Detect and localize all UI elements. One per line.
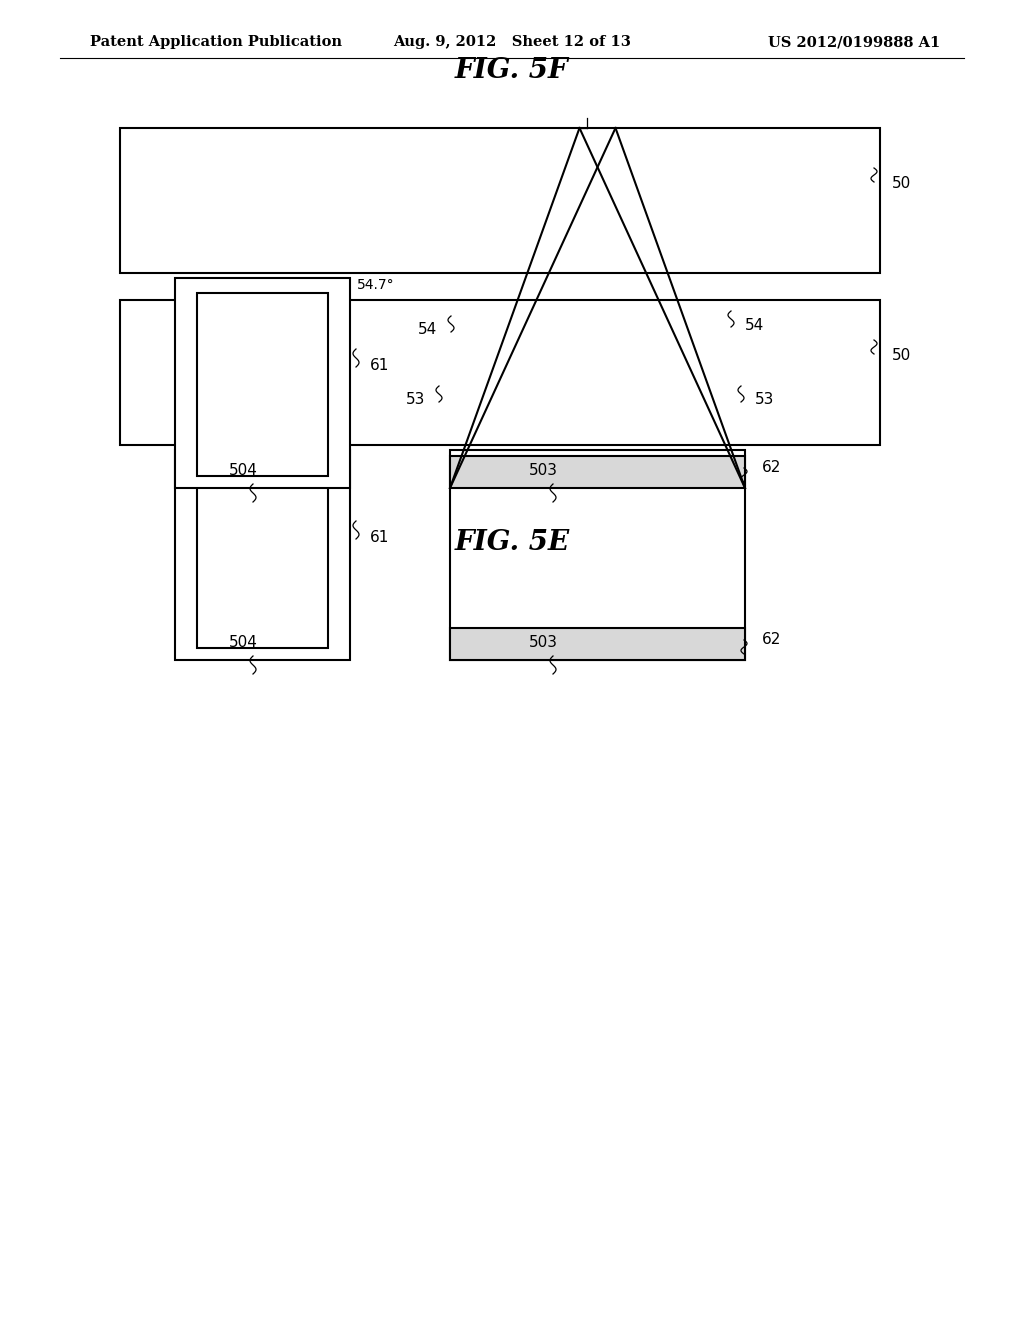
Text: 53: 53 [755,392,774,408]
Text: 50: 50 [892,347,911,363]
Bar [197,465,328,648]
Text: 54: 54 [745,318,764,333]
Bar [175,279,350,488]
Text: FIG. 5E: FIG. 5E [455,529,569,557]
Text: FIG. 5F: FIG. 5F [455,58,569,84]
Bar [197,293,328,477]
Text: 53: 53 [406,392,425,408]
Text: 504: 504 [228,463,257,478]
Text: Patent Application Publication: Patent Application Publication [90,36,342,49]
Bar [450,450,745,660]
Bar [120,300,880,445]
Text: 61: 61 [370,529,389,544]
Text: 504: 504 [228,635,257,649]
Text: 54: 54 [418,322,437,338]
Bar [450,455,745,488]
Text: 503: 503 [528,635,557,649]
Text: 61: 61 [370,358,389,372]
Text: 54.7°: 54.7° [357,279,395,292]
Text: US 2012/0199888 A1: US 2012/0199888 A1 [768,36,940,49]
Bar [450,628,745,660]
Bar [175,450,350,660]
Text: Aug. 9, 2012   Sheet 12 of 13: Aug. 9, 2012 Sheet 12 of 13 [393,36,631,49]
Text: 62: 62 [762,632,781,648]
Bar [120,128,880,273]
Text: 503: 503 [528,463,557,478]
Text: 50: 50 [892,176,911,190]
Text: 62: 62 [762,461,781,475]
